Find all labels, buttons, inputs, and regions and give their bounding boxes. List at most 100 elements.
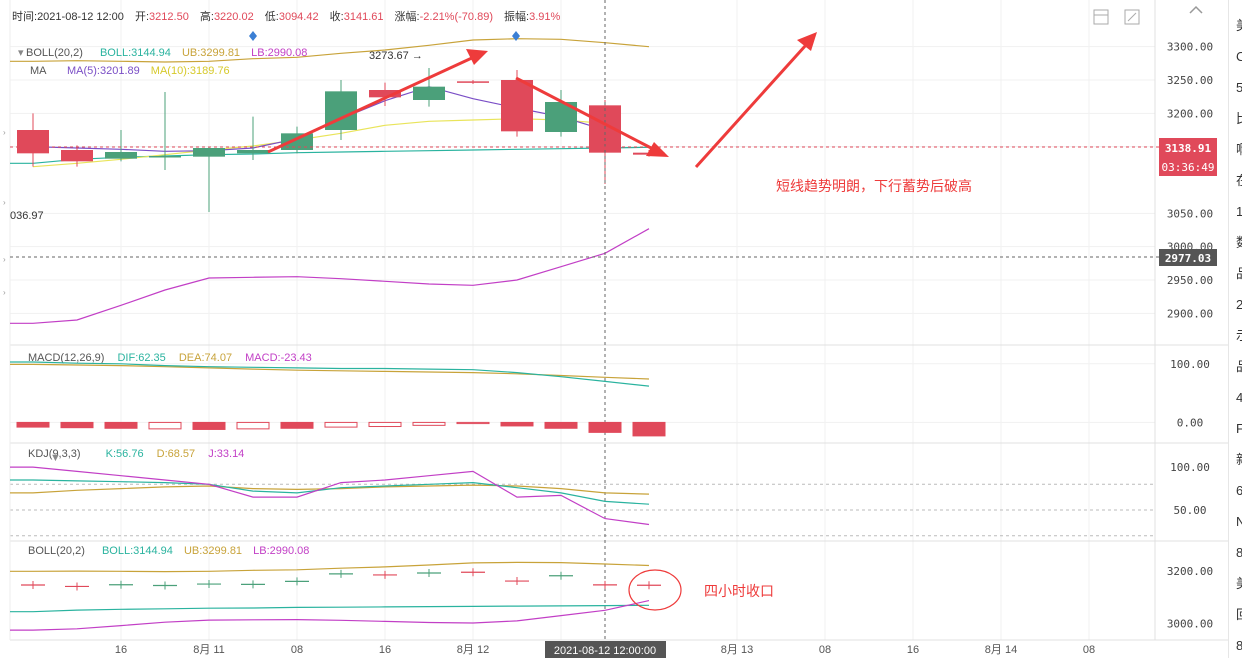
candle (281, 133, 313, 150)
candle (61, 150, 93, 162)
y-tick-label: 3000.00 (1167, 618, 1213, 631)
sidebar-peek-char: 美 (1236, 568, 1242, 599)
sidebar-peek-char: F (1236, 421, 1242, 436)
macd-bar (236, 421, 270, 430)
y-tick-label: 2950.00 (1167, 274, 1213, 287)
fullscreen-icon[interactable] (1124, 9, 1140, 25)
kdj-dropdown-icon[interactable]: ▼ (50, 452, 61, 464)
macd-bar (456, 421, 490, 425)
x-tick-label: 08 (1083, 644, 1095, 656)
last-price-tag: 3138.91 03:36:49 (1159, 138, 1217, 176)
left-edge-handles[interactable]: › › › › (3, 128, 6, 297)
candle (413, 86, 445, 100)
x-tick-label: 8月 12 (457, 644, 489, 656)
sidebar-peek-char: N (1236, 514, 1242, 529)
y-tick-label: 50.00 (1173, 504, 1206, 517)
event-marker (512, 31, 520, 41)
y-tick-label: 3250.00 (1167, 74, 1213, 87)
macd-bar (16, 421, 50, 428)
sidebar-peek-char: 5 (1236, 80, 1242, 95)
main-annotation: 短线趋势明朗，下行蓄势后破高 (776, 178, 972, 194)
candle (105, 152, 137, 159)
ma-legend: MA MA(5):3201.89 MA(10):3189.76 (30, 65, 230, 77)
sidebar-peek-char: 6 (1236, 483, 1242, 498)
candle (457, 81, 489, 83)
macd-legend: MACD(12,26,9) DIF:62.35 DEA:74.07 MACD:-… (28, 352, 312, 364)
kdj-d-line (10, 484, 650, 495)
macd-bar (192, 421, 226, 430)
handle-icon: › (3, 128, 6, 137)
sidebar-peek-char: 在 (1236, 165, 1242, 196)
right-sidebar: 美C5比啊在1数品2示品4F新6N8美回8 (1228, 0, 1242, 658)
annotation-arrows (267, 32, 817, 169)
x-tick-label: 08 (291, 644, 303, 656)
sidebar-peek-char: 比 (1236, 103, 1242, 134)
main-pane-plot (10, 0, 1159, 640)
candle (369, 90, 401, 98)
macd-bar (148, 421, 182, 430)
sidebar-peek-char: 品 (1236, 351, 1242, 382)
boll-lower-line (10, 228, 650, 324)
handle-icon: › (3, 198, 6, 207)
y-tick-label: 3200.00 (1167, 565, 1213, 578)
low-mark: 036.97 (10, 210, 44, 222)
svg-text:2021-08-12 12:00:00: 2021-08-12 12:00:00 (554, 645, 656, 657)
svg-text:03:36:49: 03:36:49 (1162, 161, 1215, 174)
x-tick-label: 16 (379, 644, 391, 656)
scroll-up-icon[interactable] (1189, 5, 1203, 14)
layout-icon[interactable] (1093, 9, 1109, 25)
collapse-icon[interactable]: ▾ (18, 47, 24, 59)
macd-bar (324, 421, 358, 428)
svg-text:2977.03: 2977.03 (1165, 252, 1211, 265)
boll2-upper-line (10, 561, 650, 573)
candle (501, 80, 533, 132)
sidebar-peek-char: 8 (1236, 638, 1242, 653)
sidebar-peek-char: 回 (1236, 599, 1242, 630)
sidebar-peek-char: 啊 (1236, 134, 1242, 165)
macd-bar (60, 421, 94, 429)
x-tick-label: 16 (907, 644, 919, 656)
candle (149, 156, 181, 158)
sidebar-peek-char: 数 (1236, 227, 1242, 258)
sidebar-peek-char: 1 (1236, 204, 1242, 219)
sidebar-peek-char: 4 (1236, 390, 1242, 405)
boll2-legend: BOLL(20,2) BOLL:3144.94 UB:3299.81 LB:29… (28, 545, 309, 557)
macd-bar (368, 421, 402, 428)
macd-bar (104, 421, 138, 429)
y-tick-label: 2900.00 (1167, 307, 1213, 320)
crosshair-price-tag: 2977.03 (1159, 249, 1217, 266)
sidebar-peek-char: C (1236, 49, 1242, 64)
svg-text:3138.91: 3138.91 (1165, 142, 1212, 155)
handle-icon: › (3, 288, 6, 297)
x-tick-label: 8月 13 (721, 644, 753, 656)
x-tick-label: 16 (115, 644, 127, 656)
annotation-circle (628, 569, 682, 611)
ohlc-header: 时间:2021-08-12 12:00 开:3212.50 高:3220.02 … (12, 9, 561, 23)
boll-legend: BOLL(20,2) BOLL:3144.94 UB:3299.81 LB:29… (26, 47, 307, 59)
y-tick-label: 3050.00 (1167, 207, 1213, 220)
candle (237, 150, 269, 154)
x-tick-label: 8月 11 (193, 644, 225, 656)
boll-middle-line (10, 146, 650, 164)
y-tick-label: 100.00 (1170, 461, 1210, 474)
macd-bar (588, 421, 622, 433)
y-tick-label: 0.00 (1177, 416, 1204, 429)
x-tick-label: 08 (819, 644, 831, 656)
y-tick-label: 3200.00 (1167, 107, 1213, 120)
macd-bar (412, 421, 446, 426)
kdj-legend: KDJ(9,3,3) K:56.76 D:68.57 J:33.14 (28, 448, 244, 460)
sidebar-peek-char: 美 (1236, 10, 1242, 41)
sidebar-peek-char: 品 (1236, 258, 1242, 289)
candle (193, 148, 225, 157)
crosshair-time-tag: 2021-08-12 12:00:00 (545, 641, 666, 658)
y-tick-label: 100.00 (1170, 358, 1210, 371)
x-tick-label: 8月 14 (985, 644, 1017, 656)
boll-upper-line (10, 38, 650, 63)
macd-bar (280, 421, 314, 429)
macd-bar (500, 421, 534, 427)
sidebar-peek-char: 2 (1236, 297, 1242, 312)
